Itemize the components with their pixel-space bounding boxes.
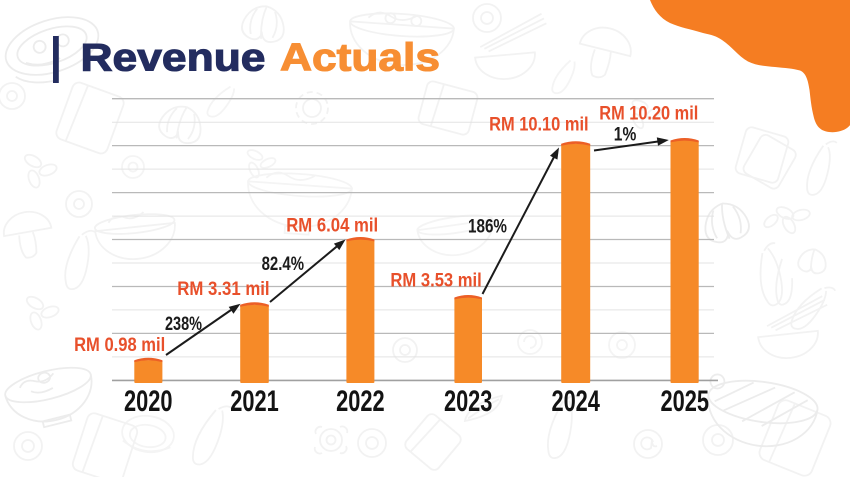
svg-text:RM 10.20 mil: RM 10.20 mil [599,102,698,124]
svg-text:186%: 186% [468,217,507,238]
svg-text:1%: 1% [614,125,637,146]
svg-text:82.4%: 82.4% [262,254,304,275]
svg-text:2022: 2022 [336,385,385,418]
svg-text:2025: 2025 [661,385,710,418]
svg-text:RM 10.10 mil: RM 10.10 mil [489,114,589,136]
svg-text:Actuals: Actuals [280,37,440,80]
svg-text:2024: 2024 [551,385,600,418]
svg-text:2020: 2020 [124,385,173,418]
svg-text:RM 6.04 mil: RM 6.04 mil [286,214,378,236]
svg-text:238%: 238% [165,314,202,335]
svg-text:2023: 2023 [444,385,493,418]
svg-text:RM 3.53 mil: RM 3.53 mil [390,270,481,292]
svg-text:2021: 2021 [230,385,279,418]
svg-text:Revenue: Revenue [81,37,266,80]
svg-text:RM 3.31 mil: RM 3.31 mil [177,278,269,300]
svg-text:RM 0.98 mil: RM 0.98 mil [74,334,165,356]
